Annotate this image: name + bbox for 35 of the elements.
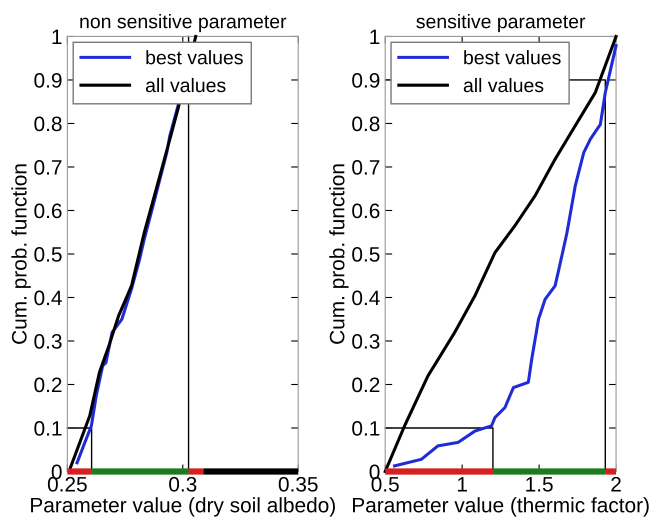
y-tick-label: 0.7: [352, 160, 380, 175]
legend-label: best values: [464, 50, 561, 64]
x-axis-title: Parameter value (thermic factor): [353, 497, 649, 517]
y-tick-label: 1: [52, 30, 62, 44]
y-tick-label: 0.8: [34, 116, 62, 132]
x-tick-label: 1.5: [526, 477, 553, 492]
y-tick-label: 0.3: [352, 334, 380, 349]
y-tick-label: 0.9: [34, 72, 62, 88]
y-tick-label: 0.8: [352, 116, 380, 132]
y-tick-label: 0.6: [34, 203, 62, 218]
y-tick-label: 0.2: [34, 378, 62, 392]
y-tick-label: 0.3: [34, 334, 62, 349]
y-tick-label: 0.1: [34, 421, 62, 436]
y-tick-label: 0.9: [352, 72, 380, 88]
y-tick-label: 0.4: [34, 290, 62, 306]
legend-label: best values: [146, 50, 243, 64]
y-tick-label: 0.4: [352, 290, 380, 306]
chart-title: sensitive parameter: [416, 14, 586, 32]
chart-title: non sensitive parameter: [80, 14, 286, 32]
x-tick-label: 0.3: [169, 476, 196, 492]
x-tick-label: 0.35: [278, 476, 318, 492]
y-tick-label: 0.1: [352, 421, 380, 436]
x-axis-title: Parameter value (dry soil albedo): [31, 497, 335, 517]
x-tick-label: 2: [611, 476, 621, 492]
y-tick-label: 1: [370, 30, 380, 44]
y-tick-label: 0.7: [34, 160, 62, 175]
x-tick-label: 1: [458, 477, 467, 492]
y-tick-label: 0.5: [352, 246, 380, 262]
y-axis-title: Cum. prob. function: [11, 164, 31, 344]
y-tick-label: 0.2: [352, 378, 380, 392]
y-axis-title: Cum. prob. function: [329, 164, 349, 344]
y-tick-label: 0.5: [34, 246, 62, 262]
y-tick-label: 0.6: [352, 203, 380, 218]
legend-label: all values: [464, 78, 544, 92]
legend-label: all values: [146, 78, 226, 92]
